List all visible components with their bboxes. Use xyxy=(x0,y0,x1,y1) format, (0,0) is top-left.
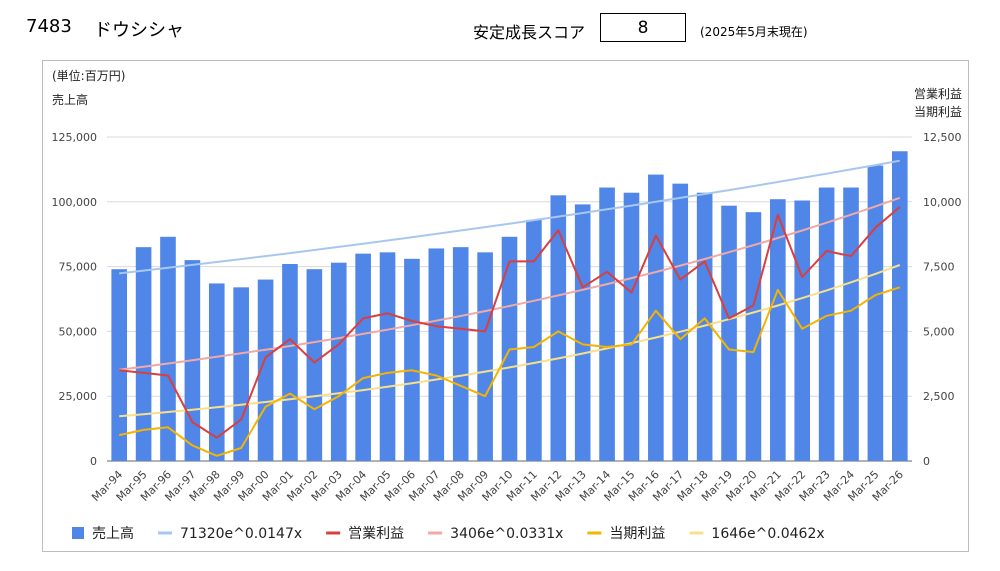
bar xyxy=(599,187,615,461)
series-line xyxy=(119,206,901,439)
bar xyxy=(330,262,347,461)
y-tick-label-left: 75,000 xyxy=(59,261,98,274)
y-tick-label-right: 0 xyxy=(923,455,930,468)
bar xyxy=(306,269,323,461)
bar xyxy=(550,195,567,461)
y-tick-label-right: 12,500 xyxy=(923,131,962,144)
legend-label: 当期利益 xyxy=(609,526,665,542)
bar xyxy=(160,236,176,461)
bar xyxy=(257,279,274,461)
bar xyxy=(672,183,689,461)
bar xyxy=(745,212,762,461)
bar xyxy=(623,192,640,461)
company-name: ドウシシャ xyxy=(94,20,184,41)
y-tick-label-right: 7,500 xyxy=(923,261,955,274)
bar xyxy=(794,200,811,461)
bar xyxy=(379,252,396,461)
right-axis-title-operating: 営業利益 xyxy=(914,87,962,101)
bar xyxy=(721,205,737,461)
bar xyxy=(843,187,859,461)
y-tick-label-left: 0 xyxy=(90,455,97,468)
chart-panel xyxy=(42,60,969,552)
legend-label: 71320e^0.0147x xyxy=(180,526,302,542)
bar xyxy=(208,283,225,461)
bar xyxy=(355,253,371,461)
right-axis-title-net: 当期利益 xyxy=(914,105,962,119)
bar xyxy=(770,199,786,461)
bar xyxy=(477,252,493,461)
legend-label: 3406e^0.0331x xyxy=(450,526,563,542)
trendline xyxy=(119,159,900,275)
legend-label: 売上高 xyxy=(92,525,134,542)
y-tick-label-left: 100,000 xyxy=(52,196,98,209)
bar xyxy=(428,248,445,461)
series-line xyxy=(118,286,901,457)
y-tick-label-left: 125,000 xyxy=(52,131,98,144)
bar xyxy=(282,264,298,461)
score-box: 8 xyxy=(600,13,686,42)
as-of-date: (2025年5月末現在) xyxy=(700,25,808,39)
y-tick-label-right: 2,500 xyxy=(923,390,955,403)
company-code: 7483 xyxy=(26,16,72,37)
y-tick-label-left: 50,000 xyxy=(59,325,98,338)
bar xyxy=(135,247,152,461)
score-value: 8 xyxy=(637,17,649,38)
bar xyxy=(111,269,128,461)
y-tick-label-right: 10,000 xyxy=(923,196,962,209)
bar xyxy=(818,187,835,461)
bar xyxy=(404,258,420,461)
y-tick-label-right: 5,000 xyxy=(923,325,955,338)
bar xyxy=(574,204,591,461)
bar xyxy=(233,287,249,461)
y-tick-label-left: 25,000 xyxy=(59,390,98,403)
bar xyxy=(452,247,469,461)
unit-label: (単位:百万円) xyxy=(52,68,125,83)
trendline xyxy=(119,196,901,371)
bar xyxy=(891,151,908,462)
legend-swatch xyxy=(72,527,84,539)
left-axis-title: 売上高 xyxy=(52,92,88,107)
bar xyxy=(526,219,542,461)
bar xyxy=(867,165,884,461)
trendline xyxy=(119,264,901,418)
legend-label: 1646e^0.0462x xyxy=(711,526,824,542)
legend-label: 営業利益 xyxy=(348,526,404,542)
score-label: 安定成長スコア xyxy=(473,23,586,42)
